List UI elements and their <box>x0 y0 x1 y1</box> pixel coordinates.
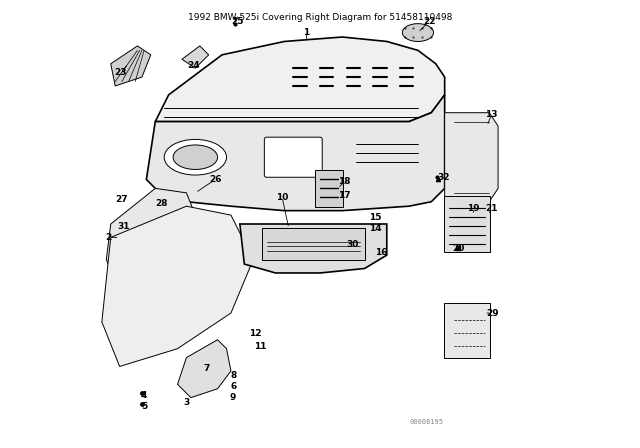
Text: 9: 9 <box>230 393 236 402</box>
Text: 00008195: 00008195 <box>410 419 444 425</box>
Ellipse shape <box>403 24 433 42</box>
Text: 29: 29 <box>486 309 499 318</box>
Polygon shape <box>102 206 253 366</box>
Text: 17: 17 <box>338 190 351 199</box>
Text: 27: 27 <box>116 195 128 204</box>
Text: 20: 20 <box>452 244 464 253</box>
Text: 32: 32 <box>438 173 450 182</box>
Polygon shape <box>111 46 151 86</box>
Text: 6: 6 <box>230 382 236 391</box>
Text: 11: 11 <box>253 342 266 351</box>
Ellipse shape <box>173 145 218 169</box>
Text: 13: 13 <box>485 110 498 120</box>
FancyBboxPatch shape <box>444 196 490 252</box>
Text: 1992 BMW 525i Covering Right Diagram for 51458110498: 1992 BMW 525i Covering Right Diagram for… <box>188 13 452 22</box>
Text: 19: 19 <box>467 204 480 213</box>
Text: 22: 22 <box>423 17 435 26</box>
Text: 31: 31 <box>117 222 129 231</box>
Text: 21: 21 <box>485 204 498 213</box>
Text: 7: 7 <box>204 364 210 373</box>
Text: 14: 14 <box>369 224 382 233</box>
Text: 25: 25 <box>232 17 244 26</box>
Text: 2: 2 <box>106 233 111 242</box>
Text: 1: 1 <box>303 28 310 37</box>
Polygon shape <box>262 228 365 260</box>
PathPatch shape <box>156 37 445 121</box>
Polygon shape <box>445 113 498 202</box>
Text: 23: 23 <box>115 68 127 77</box>
Polygon shape <box>106 188 195 291</box>
FancyBboxPatch shape <box>444 303 490 358</box>
Text: 5: 5 <box>141 402 147 411</box>
Text: 15: 15 <box>369 213 382 222</box>
Ellipse shape <box>164 139 227 175</box>
Text: 18: 18 <box>338 177 351 186</box>
FancyBboxPatch shape <box>264 137 322 177</box>
Text: 24: 24 <box>187 61 200 70</box>
Text: 3: 3 <box>183 397 189 407</box>
Text: 4: 4 <box>141 391 147 400</box>
Text: 30: 30 <box>346 240 358 249</box>
Text: 26: 26 <box>209 175 221 184</box>
Text: 10: 10 <box>276 193 289 202</box>
Polygon shape <box>182 46 209 68</box>
Text: 16: 16 <box>375 249 387 258</box>
FancyBboxPatch shape <box>315 170 343 207</box>
Text: 8: 8 <box>230 371 236 380</box>
PathPatch shape <box>147 95 445 211</box>
Polygon shape <box>177 340 231 398</box>
Text: 28: 28 <box>156 199 168 208</box>
Polygon shape <box>240 224 387 273</box>
Text: 12: 12 <box>249 328 262 338</box>
